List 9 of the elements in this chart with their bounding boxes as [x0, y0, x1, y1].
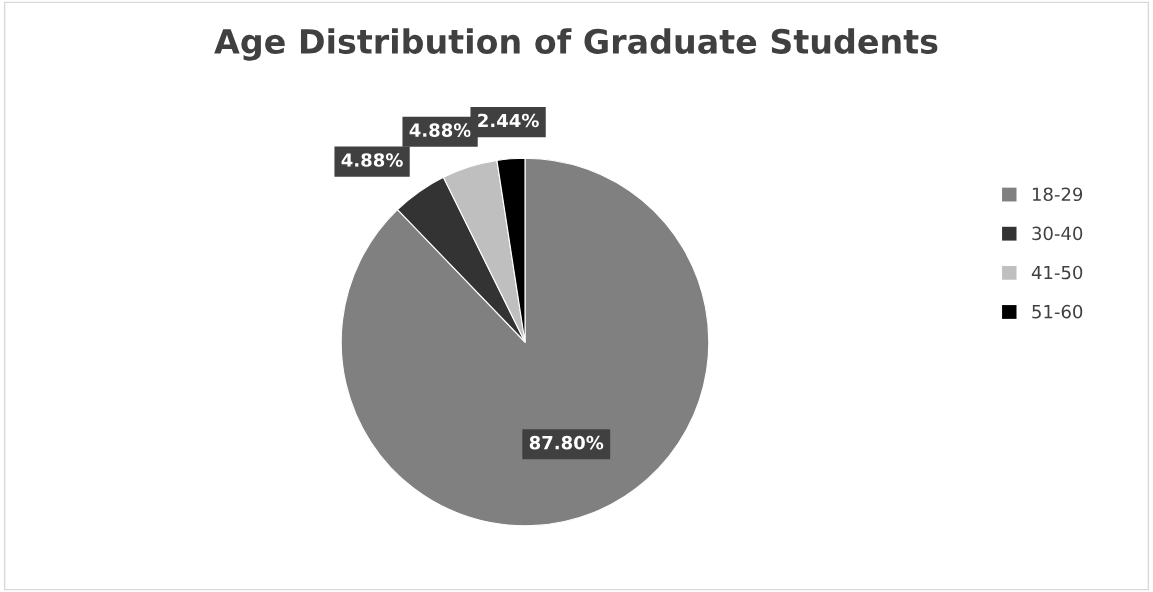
- data-label: 87.80%: [529, 435, 604, 450]
- data-label: 4.88%: [409, 123, 471, 137]
- legend-label: 41-50: [1031, 265, 1083, 280]
- legend-label: 18-29: [1032, 187, 1083, 202]
- legend-label: 51-60: [1032, 304, 1083, 319]
- legend-label: 30-40: [1032, 226, 1083, 241]
- data-label: 2.44%: [478, 113, 539, 128]
- data-label: 4.88%: [341, 153, 403, 167]
- chart-title: Age Distribution of Graduate Students: [214, 28, 938, 61]
